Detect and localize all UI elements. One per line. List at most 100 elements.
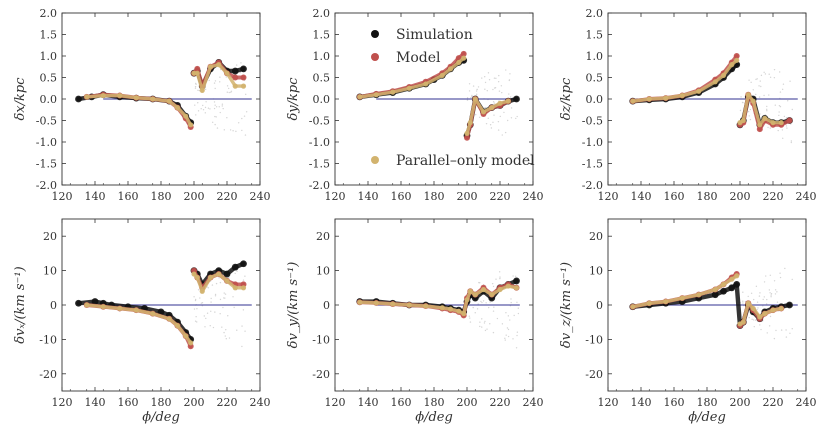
noise-point [760, 328, 762, 331]
noise-point [233, 306, 235, 309]
noise-point [750, 292, 753, 294]
y-tick-label: 1.0 [40, 50, 58, 63]
noise-point [779, 272, 781, 274]
noise-point [204, 106, 207, 109]
data-point [711, 291, 719, 299]
legend-label-model: Model [396, 50, 441, 66]
data-point [84, 94, 90, 100]
noise-point [487, 72, 490, 74]
noise-point [235, 130, 237, 133]
noise-point [760, 85, 762, 88]
noise-point [480, 300, 482, 303]
x-tick-label: 220 [490, 190, 511, 203]
noise-point [508, 93, 510, 95]
noise-point [484, 320, 486, 323]
x-tick-label: 200 [457, 190, 478, 203]
data-point [663, 95, 669, 101]
data-point [461, 55, 467, 61]
y-tick-label: -1.5 [309, 158, 330, 171]
subplot-dz: 120 140 160 180 200 220 240 2.0 1.5 1.0 0.5 0.0 -0.5… [559, 7, 817, 203]
noise-point [493, 306, 495, 308]
noise-point [481, 77, 483, 79]
noise-point [515, 117, 517, 120]
noise-point [209, 108, 211, 110]
noise-point [756, 78, 758, 80]
noise-point [778, 114, 780, 117]
noise-point [228, 337, 231, 339]
data-point [357, 94, 363, 100]
data-point [646, 300, 652, 306]
y-axis-label: δv_z/(km s⁻¹) [559, 262, 574, 348]
x-tick-label: 220 [490, 396, 511, 409]
data-point [194, 274, 200, 281]
legend-label-simulation: Simulation [396, 27, 473, 43]
data-point [75, 95, 82, 103]
data-point [240, 260, 247, 268]
noise-point [741, 101, 744, 104]
noise-point [486, 328, 488, 330]
noise-point [756, 308, 758, 311]
y-tick-label: 20 [589, 230, 603, 243]
noise-point [223, 331, 225, 334]
y-tick-label: 1.5 [40, 29, 58, 42]
noise-point [763, 296, 765, 298]
noise-point [222, 107, 224, 110]
noise-point [778, 104, 781, 107]
noise-point [753, 325, 755, 328]
noise-point [484, 81, 487, 84]
x-tick-label: 240 [523, 396, 544, 409]
noise-point [211, 284, 214, 286]
data-point [357, 299, 363, 305]
noise-point [243, 115, 246, 117]
subplot-dvy: 120 140 160 180 200 220 240 20 10 0 -10 -20 ϕ/deg δv_… [286, 218, 544, 425]
noise-point [472, 85, 475, 87]
noise-point [483, 75, 486, 78]
noise-point [241, 117, 243, 120]
noise-point [194, 85, 197, 88]
noise-point [510, 301, 512, 304]
data-point [447, 306, 454, 312]
y-tick-label: 2.0 [40, 7, 58, 20]
x-tick-label: 140 [358, 190, 379, 203]
data-point [373, 300, 379, 306]
noise-point [509, 96, 512, 98]
noise-point [778, 71, 781, 73]
noise-point [781, 88, 784, 91]
noise-point [748, 316, 750, 319]
noise-point [226, 116, 228, 119]
noise-point [747, 110, 750, 113]
data-point [786, 301, 793, 309]
y-tick-label: -1.0 [582, 136, 603, 149]
noise-point [492, 101, 495, 103]
noise-point [207, 287, 210, 289]
subplot-dvx: 120 140 160 180 200 220 240 20 10 0 -10 -20 ϕ/deg δvₓ… [13, 218, 271, 425]
noise-point [202, 108, 205, 111]
data-point [166, 98, 172, 104]
noise-point [245, 93, 247, 96]
data-point [734, 57, 740, 63]
noise-point [495, 278, 497, 280]
noise-point [492, 285, 495, 288]
noise-point [749, 108, 752, 111]
legend-marker-model [371, 53, 379, 61]
noise-point [765, 303, 768, 305]
y-tick-label: 0.5 [40, 72, 58, 85]
noise-point [510, 117, 513, 119]
legend-marker-simulation [371, 30, 379, 38]
y-tick-label: -10 [585, 333, 603, 346]
noise-point [508, 79, 511, 82]
noise-point [206, 312, 209, 314]
data-point [174, 105, 181, 111]
noise-point [468, 83, 471, 85]
y-tick-label: -1.0 [36, 136, 57, 149]
x-tick-label: 120 [598, 190, 619, 203]
noise-point [766, 105, 768, 108]
data-point [439, 305, 445, 311]
noise-point [230, 90, 233, 93]
noise-point [509, 319, 511, 321]
data-point [183, 333, 189, 339]
y-tick-label: -10 [312, 333, 330, 346]
y-tick-label: 0.5 [313, 72, 331, 85]
noise-point [755, 93, 757, 96]
noise-point [748, 115, 750, 117]
